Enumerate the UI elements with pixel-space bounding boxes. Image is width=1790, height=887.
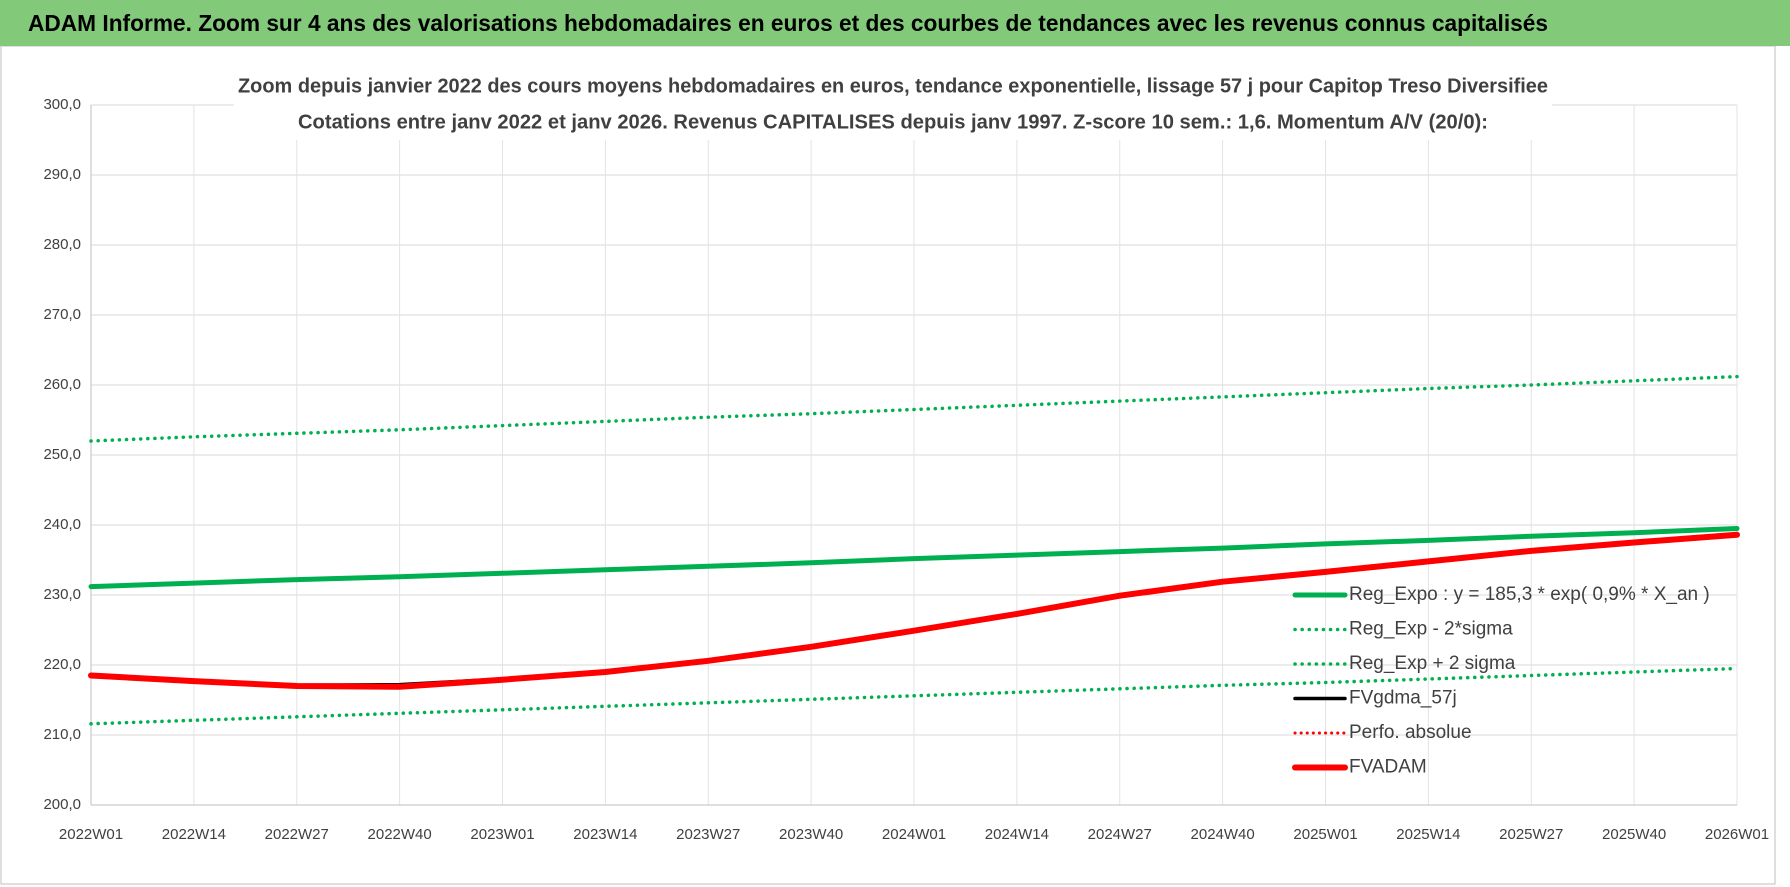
series-line [88, 526, 1740, 590]
y-tick-label: 260,0 [43, 376, 81, 393]
legend-label: FVADAM [1349, 757, 1427, 778]
series-line [88, 531, 1740, 690]
x-tick-label: 2023W14 [573, 826, 637, 843]
series-line [89, 666, 1739, 726]
x-tick-label: 2025W27 [1499, 826, 1563, 843]
legend: Reg_Expo : y = 185,3 * exp( 0,9% * X_an … [1292, 584, 1710, 778]
x-tick-label: 2022W01 [59, 826, 123, 843]
legend-label: Perfo. absolue [1349, 722, 1472, 743]
x-tick-label: 2024W01 [882, 826, 946, 843]
x-tick-label: 2023W40 [779, 826, 843, 843]
x-tick-label: 2022W27 [265, 826, 329, 843]
x-tick-label: 2022W40 [368, 826, 432, 843]
x-tick-label: 2022W14 [162, 826, 226, 843]
legend-label: FVgdma_57j [1349, 688, 1457, 709]
x-tick-label: 2023W27 [676, 826, 740, 843]
legend-label: Reg_Exp - 2*sigma [1349, 619, 1513, 640]
title-backdrop [234, 70, 1552, 140]
chart-subtitle: Cotations entre janv 2022 et janv 2026. … [298, 111, 1488, 133]
header-title: ADAM Informe. Zoom sur 4 ans des valoris… [28, 10, 1548, 36]
x-tick-label: 2023W01 [470, 826, 534, 843]
x-tick-label: 2025W14 [1396, 826, 1460, 843]
x-tick-label: 2024W27 [1088, 826, 1152, 843]
y-tick-label: 240,0 [43, 516, 81, 533]
x-tick-label: 2024W40 [1191, 826, 1255, 843]
y-tick-label: 200,0 [43, 796, 81, 813]
y-tick-label: 270,0 [43, 306, 81, 323]
y-tick-label: 290,0 [43, 166, 81, 183]
plot-area: 200,0 210,0 220,0 230,0 240,0 250,0 260,0 270,0… [43, 96, 1769, 843]
y-tick-label: 210,0 [43, 726, 81, 743]
legend-label: Reg_Expo : y = 185,3 * exp( 0,9% * X_an … [1349, 584, 1710, 605]
x-tick-label: 2025W40 [1602, 826, 1666, 843]
x-tick-label: 2024W14 [985, 826, 1049, 843]
x-tick-label: 2026W01 [1705, 826, 1769, 843]
legend-label: Reg_Exp + 2 sigma [1349, 653, 1516, 674]
y-tick-label: 230,0 [43, 586, 81, 603]
x-tick-label: 2025W01 [1293, 826, 1357, 843]
y-tick-label: 280,0 [43, 236, 81, 253]
chart-title: Zoom depuis janvier 2022 des cours moyen… [238, 75, 1548, 97]
y-tick-label: 220,0 [43, 656, 81, 673]
chart-border [0, 45, 1776, 885]
series-line [89, 374, 1739, 443]
header-bar [0, 0, 1790, 46]
y-tick-label: 300,0 [43, 96, 81, 113]
y-tick-label: 250,0 [43, 446, 81, 463]
